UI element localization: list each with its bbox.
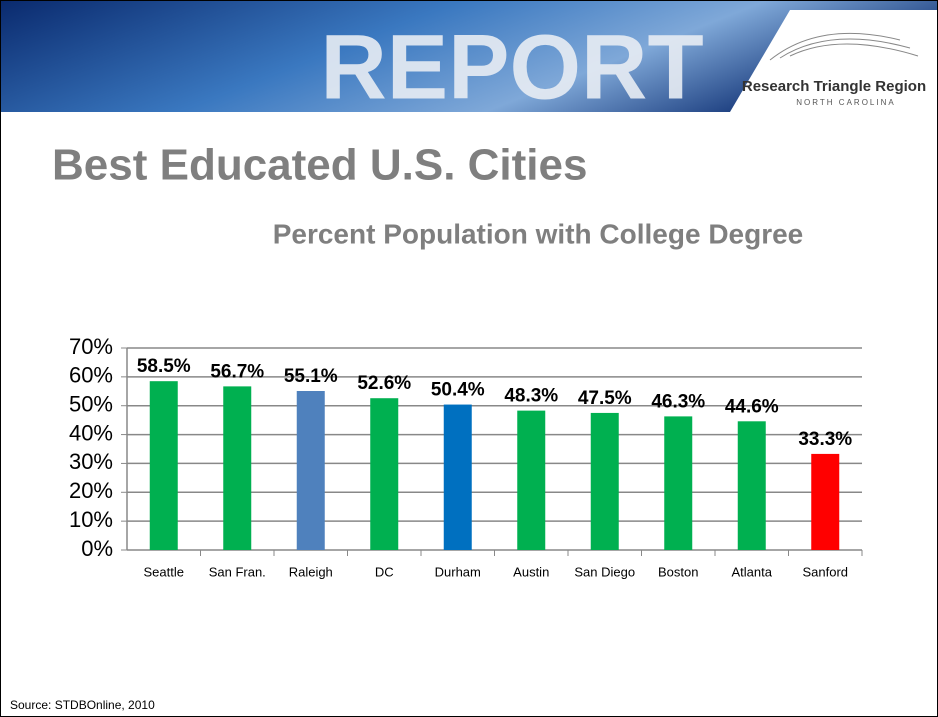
bar (223, 386, 252, 550)
bar (590, 412, 619, 550)
x-tick-label: Sanford (802, 564, 848, 579)
y-tick-label: 30% (69, 449, 113, 474)
value-label: 46.3% (651, 391, 705, 412)
x-tick-label: Durham (435, 564, 481, 579)
source: Source: STDBOnline, 2010 (10, 698, 155, 712)
y-tick-label: 0% (81, 536, 113, 561)
logo-text: Research Triangle Region (742, 78, 926, 95)
x-tick-label: Boston (658, 564, 698, 579)
y-tick-label: 60% (69, 363, 113, 388)
x-tick-label: DC (375, 564, 394, 579)
logo-subtext: NORTH CAROLINA (796, 98, 895, 107)
x-tick-label: Raleigh (289, 564, 333, 579)
bar (443, 404, 472, 550)
bar (296, 390, 325, 550)
value-label: 47.5% (578, 388, 632, 409)
x-tick-label: Seattle (144, 564, 184, 579)
value-label: 50.4% (431, 380, 485, 401)
value-label: 52.6% (357, 373, 411, 394)
bar (811, 453, 840, 550)
x-tick-label: Austin (513, 564, 549, 579)
value-label: 33.3% (798, 429, 852, 450)
x-tick-label: San Diego (574, 564, 635, 579)
bar (370, 398, 399, 550)
y-tick-label: 40% (69, 420, 113, 445)
bar (664, 416, 693, 550)
chart-title: Best Educated U.S. Cities (52, 141, 587, 190)
x-tick-label: Atlanta (732, 564, 773, 579)
logo-graphic (769, 32, 919, 61)
logo-panel (730, 10, 937, 112)
value-label: 44.6% (725, 396, 779, 417)
value-label: 58.5% (137, 356, 191, 377)
x-tick-label: San Fran. (209, 564, 266, 579)
value-label: 48.3% (504, 386, 558, 407)
y-tick-label: 50% (69, 392, 113, 417)
y-tick-label: 20% (69, 478, 113, 503)
chart-subtitle: Percent Population with College Degree (273, 218, 804, 249)
value-label: 56.7% (210, 361, 264, 382)
bar (517, 410, 546, 550)
bar (737, 421, 766, 550)
value-label: 55.1% (284, 366, 338, 387)
y-tick-label: 70% (69, 334, 113, 359)
banner-text: REPORT (320, 16, 703, 118)
y-tick-label: 10% (69, 507, 113, 532)
bar (149, 381, 178, 550)
